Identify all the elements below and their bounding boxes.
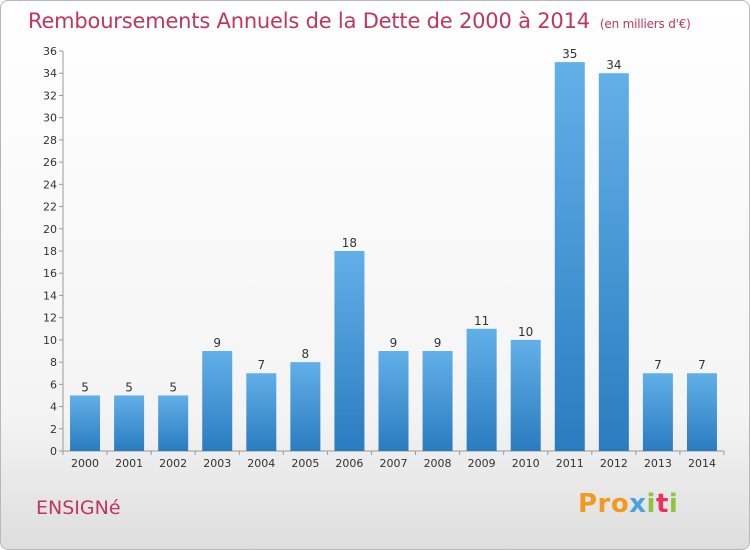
chart-title: Remboursements Annuels de la Dette de 20… (28, 9, 691, 33)
x-tick-label-2011: 2011 (556, 457, 584, 470)
x-tick-label-2008: 2008 (424, 457, 452, 470)
bar-2003 (202, 351, 233, 451)
bar-2001 (114, 395, 145, 451)
bar-2007 (378, 351, 409, 451)
chart-unit: (en milliers d'€) (599, 17, 691, 31)
x-tick-label-2001: 2001 (115, 457, 143, 470)
y-tick-label: 6 (50, 378, 57, 391)
y-tick-label: 10 (43, 334, 57, 347)
bar-2005 (290, 362, 321, 451)
commune-name: ENSIGNé (36, 497, 121, 519)
x-tick-label-2006: 2006 (335, 457, 363, 470)
data-label-2005: 8 (302, 347, 310, 361)
x-tick-label-2005: 2005 (291, 457, 319, 470)
y-tick-label: 20 (43, 223, 57, 236)
data-label-2006: 18 (342, 236, 357, 250)
y-tick-label: 22 (43, 201, 57, 214)
data-label-2007: 9 (390, 336, 398, 350)
y-tick-label: 12 (43, 312, 57, 325)
bar-2014 (686, 373, 717, 451)
y-tick-label: 34 (43, 67, 57, 80)
y-tick-label: 4 (50, 401, 57, 414)
y-tick-label: 32 (43, 89, 57, 102)
x-tick-label-2010: 2010 (512, 457, 540, 470)
y-tick-label: 36 (43, 45, 57, 58)
y-tick-label: 14 (43, 289, 57, 302)
bar-2008 (422, 351, 453, 451)
x-tick-label-2000: 2000 (71, 457, 99, 470)
bar-2004 (246, 373, 277, 451)
bar-2006 (334, 251, 365, 451)
bar-2002 (158, 395, 189, 451)
data-label-2010: 10 (518, 325, 533, 339)
data-label-2012: 34 (606, 58, 621, 72)
data-label-2004: 7 (257, 358, 265, 372)
data-label-2002: 5 (169, 380, 177, 394)
x-tick-label-2007: 2007 (380, 457, 408, 470)
data-label-2000: 5 (81, 380, 89, 394)
data-label-2009: 11 (474, 314, 489, 328)
data-label-2014: 7 (698, 358, 706, 372)
proxiti-logo: Proxiti (578, 489, 679, 519)
y-tick-label: 8 (50, 356, 57, 369)
data-label-2011: 35 (562, 47, 577, 61)
bar-2010 (510, 339, 541, 451)
y-tick-label: 28 (43, 134, 57, 147)
bar-2012 (598, 73, 629, 451)
y-tick-label: 18 (43, 245, 57, 258)
y-tick-label: 16 (43, 267, 57, 280)
x-tick-label-2014: 2014 (688, 457, 716, 470)
x-tick-label-2004: 2004 (247, 457, 275, 470)
data-label-2013: 7 (654, 358, 662, 372)
x-tick-label-2013: 2013 (644, 457, 672, 470)
data-label-2001: 5 (125, 380, 133, 394)
y-tick-label: 2 (50, 423, 57, 436)
bar-2013 (642, 373, 673, 451)
y-tick-label: 0 (50, 445, 57, 458)
y-tick-label: 26 (43, 156, 57, 169)
x-tick-label-2002: 2002 (159, 457, 187, 470)
x-tick-label-2003: 2003 (203, 457, 231, 470)
bar-2000 (70, 395, 101, 451)
data-label-2003: 9 (213, 336, 221, 350)
data-label-2008: 9 (434, 336, 442, 350)
y-tick-label: 30 (43, 112, 57, 125)
bar-2011 (554, 62, 585, 451)
bar-2009 (466, 328, 497, 451)
x-tick-label-2012: 2012 (600, 457, 628, 470)
x-tick-label-2009: 2009 (468, 457, 496, 470)
y-tick-label: 24 (43, 178, 57, 191)
